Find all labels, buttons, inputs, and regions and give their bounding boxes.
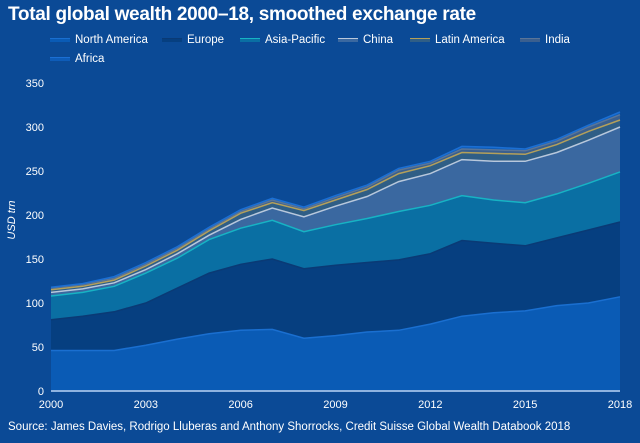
legend-item-latin-america: Latin America — [410, 34, 505, 46]
x-tick-label: 2015 — [513, 399, 537, 411]
x-tick-label: 2006 — [228, 399, 252, 411]
legend-label-europe: Europe — [187, 34, 225, 46]
line-europe — [50, 221, 621, 321]
legend-label-latin-america: Latin America — [435, 34, 505, 46]
legend-swatch-north-america — [50, 38, 70, 42]
series-lines — [50, 111, 621, 352]
legend-item-north-america: North America — [50, 34, 148, 46]
area-north-america — [51, 296, 620, 391]
y-tick-label: 300 — [26, 122, 44, 134]
line-asia-pacific — [50, 171, 621, 297]
line-latin-america — [50, 119, 621, 291]
y-axis-label: USD trn — [6, 200, 18, 239]
line-africa — [50, 111, 621, 288]
legend-item-china: China — [338, 34, 393, 46]
y-tick-label: 350 — [26, 78, 44, 90]
legend-swatch-latin-america — [410, 38, 430, 42]
y-tick-label: 0 — [38, 386, 44, 398]
line-china — [50, 126, 621, 294]
legend-label-north-america: North America — [75, 34, 148, 46]
legend-swatch-africa — [50, 57, 70, 61]
legend-item-europe: Europe — [162, 34, 224, 46]
legend-swatch-europe — [162, 38, 182, 42]
x-axis-ticks: 2000 2003 2006 2009 2012 2015 2018 — [39, 399, 632, 411]
legend-item-africa: Africa — [50, 53, 104, 65]
legend-swatch-china — [338, 38, 358, 42]
area-china — [51, 127, 620, 296]
line-india — [50, 114, 621, 289]
area-layers — [51, 112, 620, 391]
y-tick-label: 100 — [26, 298, 44, 310]
legend-swatch-india — [520, 38, 540, 42]
y-tick-label: 250 — [26, 166, 44, 178]
x-tick-label: 2018 — [608, 399, 632, 411]
y-tick-label: 200 — [26, 210, 44, 222]
y-axis-ticks: 0 50 100 150 200 250 300 350 — [26, 78, 44, 398]
legend-label-asia-pacific: Asia-Pacific — [265, 34, 326, 46]
line-north-america — [51, 296, 621, 352]
y-tick-label: 150 — [26, 254, 44, 266]
x-tick-label: 2009 — [323, 399, 347, 411]
legend-label-africa: Africa — [75, 53, 105, 65]
area-asia-pacific — [51, 171, 620, 320]
chart-title: Total global wealth 2000–18, smoothed ex… — [8, 4, 476, 25]
legend-item-india: India — [520, 34, 570, 46]
y-tick-label: 50 — [32, 342, 44, 354]
x-tick-label: 2000 — [39, 399, 63, 411]
legend-item-asia-pacific: Asia-Pacific — [240, 34, 325, 46]
legend-label-china: China — [363, 34, 394, 46]
x-tick-label: 2012 — [418, 399, 442, 411]
legend-swatch-asia-pacific — [240, 38, 260, 42]
x-tick-label: 2003 — [134, 399, 158, 411]
source-note: Source: James Davies, Rodrigo Lluberas a… — [8, 421, 571, 433]
area-europe — [51, 222, 620, 351]
legend-label-india: India — [545, 34, 570, 46]
